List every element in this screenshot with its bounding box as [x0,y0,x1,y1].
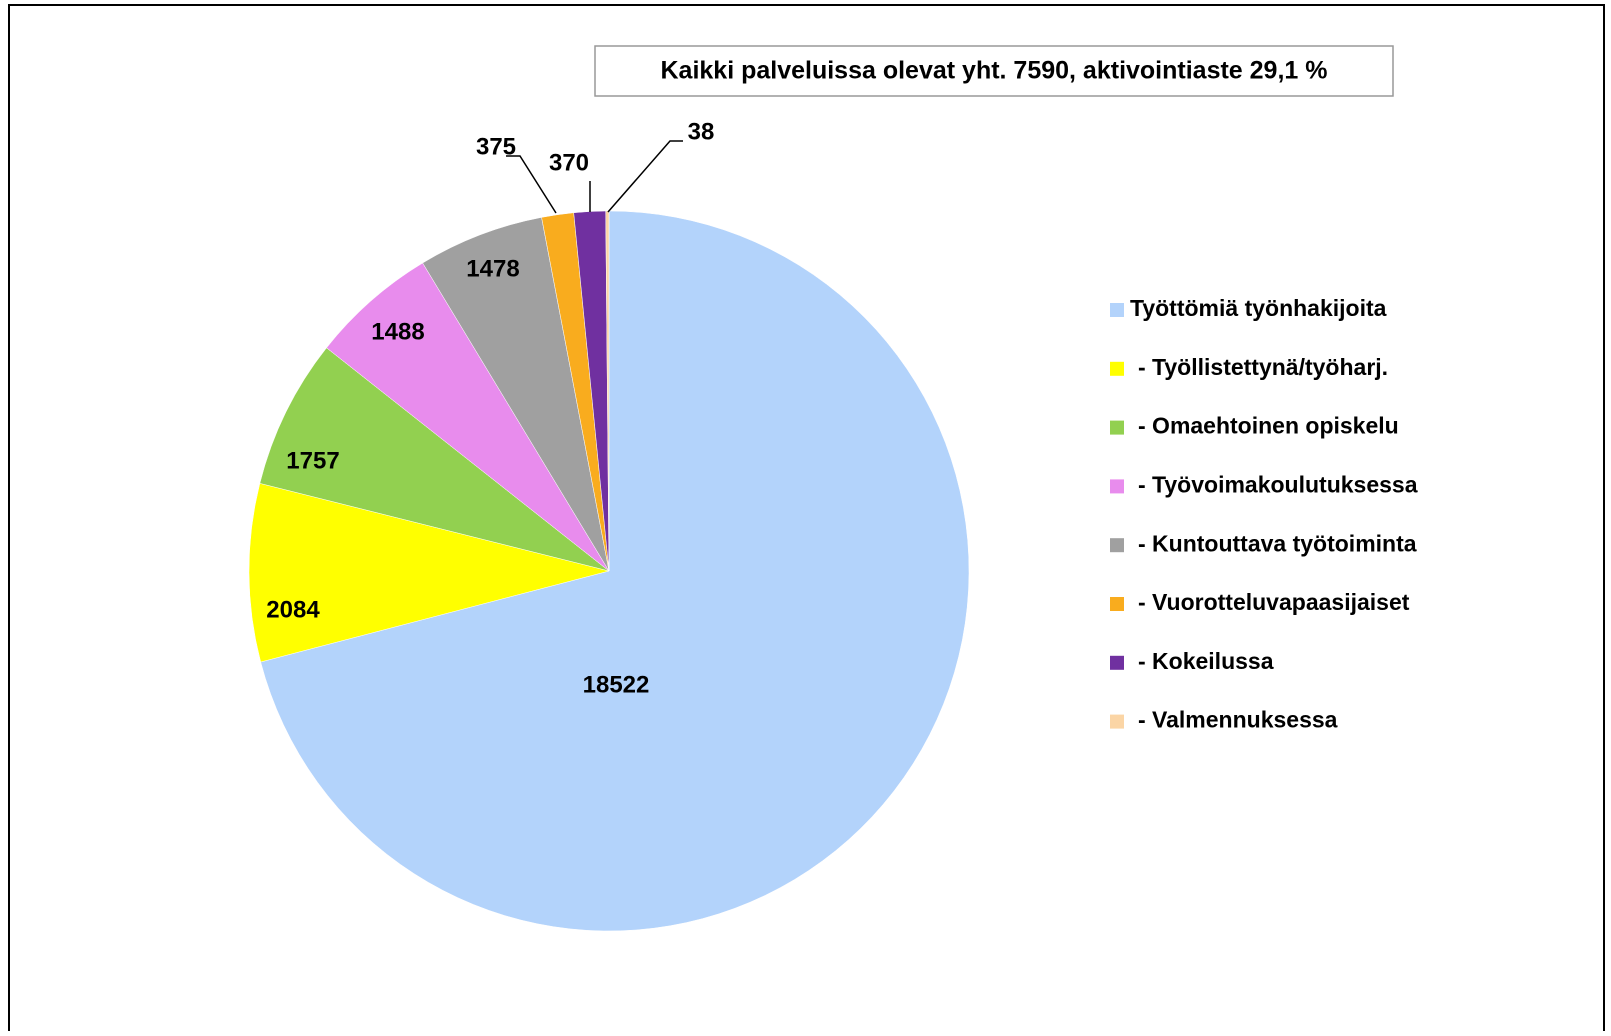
leader-line [506,155,557,214]
data-label: 2084 [266,596,320,623]
legend-label: - Vuorotteluvapaasijaiset [1138,589,1410,615]
data-label: 38 [688,118,715,145]
pie-slice [259,347,610,572]
data-label: 375 [476,133,516,160]
data-label: 1488 [371,318,424,345]
pie [248,210,970,932]
data-label: 370 [549,149,589,176]
legend-label: - Valmennuksessa [1138,707,1338,733]
legend-label: - Työllistettynä/työharj. [1138,354,1388,380]
legend-label: - Työvoimakoulutuksessa [1138,471,1418,497]
legend-marker [1110,361,1124,376]
legend-label: Työttömiä työnhakijoita [1130,295,1387,321]
annotation: Kaikki palveluissa olevat yht. 7590, akt… [660,57,1327,85]
leader-line [607,140,683,213]
legend-marker [1110,303,1124,317]
data-label: 1757 [286,447,339,474]
legend-label: - Kuntouttava työtoiminta [1138,530,1417,556]
legend-label: - Kokeilussa [1138,648,1274,674]
pie-slice [260,210,970,932]
legend-label: - Omaehtoinen opiskelu [1138,413,1399,439]
legend-marker [1110,655,1124,670]
legend-marker [1110,714,1124,729]
legend-marker [1110,597,1124,611]
data-label: 1478 [466,255,519,282]
pie-slice [248,483,610,663]
legend-marker [1110,538,1124,553]
legend-marker [1110,420,1124,435]
legend-marker [1110,479,1124,494]
data-label: 18522 [583,671,650,698]
pie-slice [326,262,610,572]
pie-slice [422,217,610,572]
annotation-box [594,45,1394,97]
